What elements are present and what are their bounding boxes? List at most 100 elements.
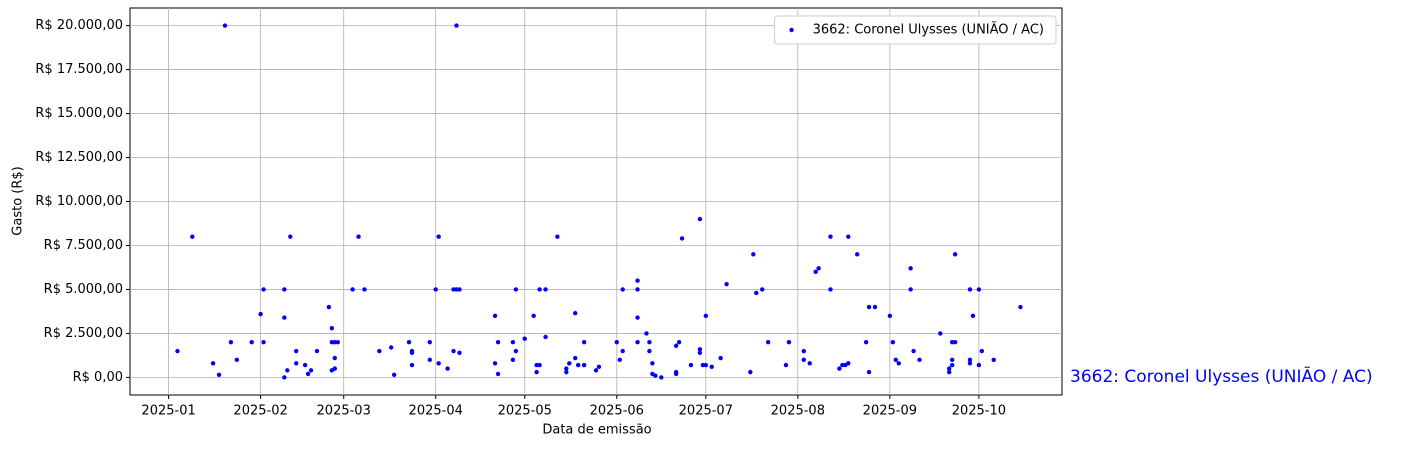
point xyxy=(816,266,821,271)
point xyxy=(813,269,818,275)
x-tick-label: 2025-06 xyxy=(590,404,644,419)
point xyxy=(754,290,759,296)
point xyxy=(893,357,898,363)
point xyxy=(406,340,412,345)
point xyxy=(457,287,462,292)
point xyxy=(620,287,625,292)
point xyxy=(751,252,756,257)
point xyxy=(783,362,789,368)
point xyxy=(294,361,299,366)
point xyxy=(703,313,709,319)
point xyxy=(377,348,382,354)
point xyxy=(709,364,714,370)
point xyxy=(314,348,320,354)
point xyxy=(234,357,240,363)
point xyxy=(495,371,501,377)
point xyxy=(673,369,679,375)
point xyxy=(492,313,498,319)
point xyxy=(427,340,432,345)
point xyxy=(896,361,901,366)
point xyxy=(433,287,438,292)
legend-label: 3662: Coronel Ulysses (UNIÃO / AC) xyxy=(813,22,1044,38)
point xyxy=(329,325,335,331)
point xyxy=(294,348,299,354)
point xyxy=(908,287,913,292)
point xyxy=(285,368,290,373)
y-axis-label: Gasto (R$) xyxy=(11,166,26,235)
point xyxy=(282,375,287,380)
point xyxy=(362,287,367,292)
point xyxy=(531,313,536,319)
point xyxy=(261,287,266,292)
point xyxy=(543,287,548,292)
point xyxy=(305,371,311,377)
point xyxy=(837,366,842,371)
point xyxy=(409,362,415,368)
point xyxy=(534,369,539,375)
point xyxy=(938,331,943,336)
point xyxy=(688,362,694,368)
point xyxy=(567,361,572,366)
point xyxy=(644,331,649,336)
y-tick-label: R$ 7.500,00 xyxy=(44,238,123,253)
y-tick-label: R$ 17.500,00 xyxy=(35,62,123,77)
point xyxy=(967,287,973,292)
point xyxy=(872,304,878,310)
point xyxy=(890,340,896,345)
point xyxy=(391,372,397,377)
x-axis-label: Data de emissão xyxy=(542,423,651,438)
point xyxy=(454,23,459,28)
point xyxy=(617,357,622,363)
x-tick-label: 2025-05 xyxy=(498,404,552,419)
point xyxy=(573,355,578,361)
point xyxy=(801,357,806,363)
point xyxy=(650,361,655,366)
point xyxy=(522,336,527,341)
point xyxy=(863,340,869,345)
point xyxy=(573,311,578,316)
point xyxy=(635,340,640,345)
point xyxy=(210,361,216,366)
point xyxy=(329,368,335,373)
point xyxy=(887,313,893,319)
point xyxy=(596,364,602,370)
point xyxy=(807,361,812,366)
point xyxy=(513,287,519,292)
point xyxy=(703,362,709,368)
point xyxy=(1018,304,1023,310)
legend: 3662: Coronel Ulysses (UNIÃO / AC) xyxy=(774,15,1057,45)
point xyxy=(513,348,519,354)
point xyxy=(436,234,441,239)
point xyxy=(409,350,415,355)
point xyxy=(228,340,234,345)
point xyxy=(760,287,765,292)
point xyxy=(979,348,985,354)
point xyxy=(991,357,996,363)
point xyxy=(282,315,287,320)
point xyxy=(952,252,958,257)
x-tick-label: 2025-09 xyxy=(863,404,917,419)
point xyxy=(976,287,982,292)
point xyxy=(495,340,501,345)
annotation: 3662: Coronel Ulysses (UNIÃO / AC) xyxy=(1070,365,1373,387)
point xyxy=(258,311,263,317)
point xyxy=(697,350,703,355)
point xyxy=(436,361,441,366)
point xyxy=(564,369,569,375)
point xyxy=(697,347,703,352)
point xyxy=(356,234,361,239)
point xyxy=(302,362,308,368)
point xyxy=(614,340,619,345)
point xyxy=(635,278,640,283)
legend-marker xyxy=(789,27,794,33)
point xyxy=(564,366,569,371)
point xyxy=(537,287,542,292)
point xyxy=(697,216,703,222)
point xyxy=(451,348,456,354)
point xyxy=(952,340,958,345)
y-tick-label: R$ 2.500,00 xyxy=(44,326,123,341)
point xyxy=(647,340,652,345)
point xyxy=(457,350,462,355)
point xyxy=(593,368,599,373)
